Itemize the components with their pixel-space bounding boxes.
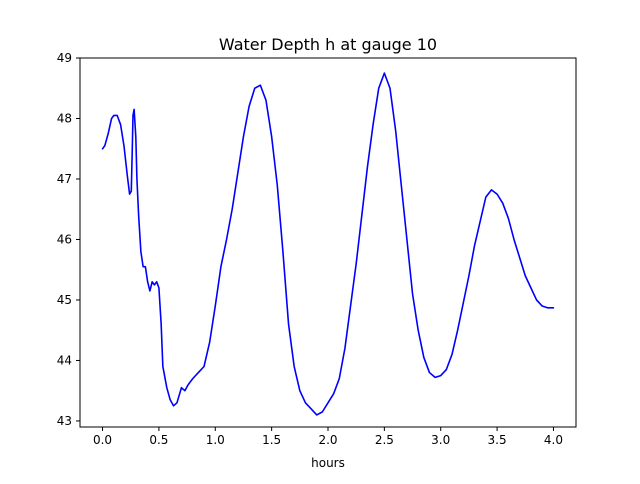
x-tick-label: 2.0 xyxy=(318,433,337,447)
y-tick-label: 48 xyxy=(57,111,72,125)
y-tick-label: 44 xyxy=(57,353,72,367)
series-line-1 xyxy=(101,72,555,416)
x-tick-label: 3.5 xyxy=(488,433,507,447)
x-tick-label: 0.0 xyxy=(93,433,112,447)
x-tick-label: 0.5 xyxy=(149,433,168,447)
chart-title: Water Depth h at gauge 10 xyxy=(219,35,437,54)
x-tick-label: 4.0 xyxy=(544,433,563,447)
x-tick-label: 1.0 xyxy=(206,433,225,447)
x-tick-label: 2.5 xyxy=(375,433,394,447)
x-tick-label: 3.0 xyxy=(431,433,450,447)
x-axis-label: hours xyxy=(311,456,345,470)
x-tick-label: 1.5 xyxy=(262,433,281,447)
y-tick-label: 47 xyxy=(57,172,72,186)
y-tick-label: 45 xyxy=(57,293,72,307)
axes-frame xyxy=(79,57,577,428)
y-tick-label: 46 xyxy=(57,232,72,246)
y-tick-label: 49 xyxy=(57,51,72,65)
y-tick-label: 43 xyxy=(57,414,72,428)
